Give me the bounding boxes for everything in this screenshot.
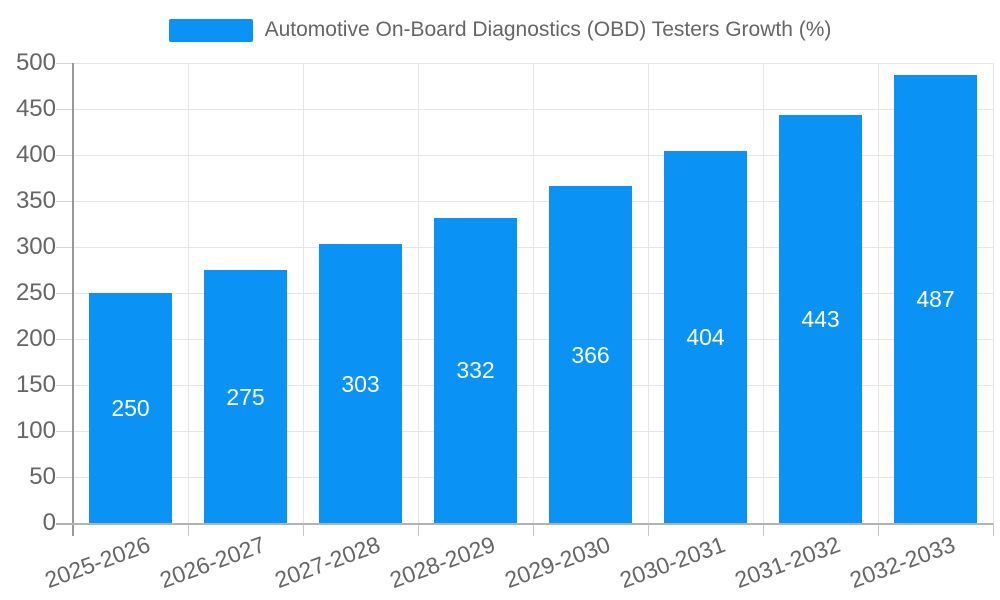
y-axis-tick [56, 247, 73, 248]
bar [664, 151, 747, 523]
y-tick-label: 150 [15, 371, 56, 398]
y-tick-label: 300 [15, 233, 56, 260]
x-tick-label: 2026-2027 [155, 531, 269, 594]
gridline-vertical [303, 63, 304, 523]
y-axis-tick [56, 293, 73, 294]
bar [319, 244, 402, 523]
bar-value-label: 443 [801, 306, 840, 333]
x-tick-label: 2025-2026 [40, 531, 154, 594]
gridline-vertical [418, 63, 419, 523]
bar-value-label: 404 [686, 324, 725, 351]
bar [434, 217, 517, 523]
y-axis-tick [56, 109, 73, 110]
x-tick-label: 2027-2028 [270, 531, 384, 594]
x-axis-tick [878, 523, 879, 536]
x-tick-label: 2028-2029 [385, 531, 499, 594]
y-tick-label: 250 [15, 279, 56, 306]
x-axis-tick [993, 523, 994, 536]
y-axis-tick [56, 339, 73, 340]
gridline-vertical [878, 63, 879, 523]
y-tick-label: 400 [15, 141, 56, 168]
bar [204, 270, 287, 523]
y-axis-tick [56, 431, 73, 432]
x-tick-label: 2030-2031 [615, 531, 729, 594]
gridline-vertical [533, 63, 534, 523]
chart-legend[interactable]: Automotive On-Board Diagnostics (OBD) Te… [0, 18, 1000, 42]
bar-value-label: 487 [916, 285, 955, 312]
bar [549, 186, 632, 523]
y-axis-tick [56, 63, 73, 64]
x-axis-tick [533, 523, 534, 536]
bar-value-label: 366 [571, 341, 610, 368]
x-tick-label: 2029-2030 [500, 531, 614, 594]
gridline-vertical [648, 63, 649, 523]
y-axis-line [72, 63, 74, 536]
y-tick-label: 100 [15, 417, 56, 444]
bar-value-label: 250 [111, 395, 150, 421]
y-axis-tick [56, 477, 73, 478]
x-axis-tick [648, 523, 649, 536]
y-axis-tick [56, 201, 73, 202]
legend-swatch[interactable] [168, 18, 253, 42]
gridline-vertical [763, 63, 764, 523]
y-tick-label: 500 [15, 49, 56, 76]
bar [779, 115, 862, 523]
legend-label[interactable]: Automotive On-Board Diagnostics (OBD) Te… [264, 18, 832, 41]
bar-value-label: 275 [226, 383, 265, 410]
y-axis-tick [56, 155, 73, 156]
y-axis-tick [56, 385, 73, 386]
y-tick-label: 0 [42, 509, 56, 536]
x-axis-tick [763, 523, 764, 536]
x-axis-tick [418, 523, 419, 536]
bar [89, 293, 172, 523]
x-tick-label: 2031-2032 [730, 531, 844, 594]
y-tick-label: 350 [15, 187, 56, 214]
x-tick-label: 2032-2033 [845, 531, 959, 594]
y-tick-label: 450 [15, 95, 56, 122]
x-axis-line [56, 523, 993, 525]
y-tick-label: 200 [15, 325, 56, 352]
gridline-vertical [993, 63, 994, 523]
bar-value-label: 332 [456, 357, 495, 384]
x-axis-tick [188, 523, 189, 536]
gridline-vertical [188, 63, 189, 523]
bar [894, 74, 977, 523]
bar-value-label: 303 [341, 370, 380, 397]
x-axis-tick [303, 523, 304, 536]
y-tick-label: 50 [29, 463, 56, 490]
